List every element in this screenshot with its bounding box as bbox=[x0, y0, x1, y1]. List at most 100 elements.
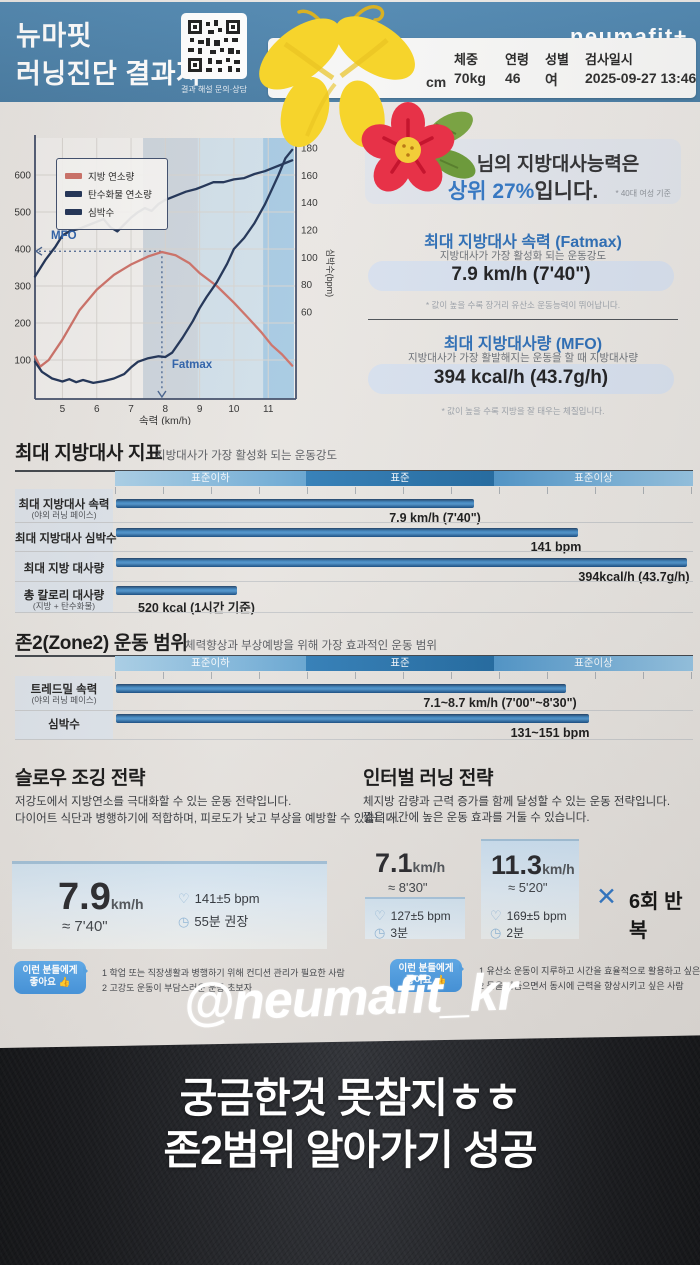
svg-text:심박수(bpm): 심박수(bpm) bbox=[325, 249, 335, 297]
mfo-title: 최대 지방대사량 (MFO) bbox=[443, 336, 603, 353]
info-label: 성별 bbox=[545, 52, 569, 67]
svg-text:500: 500 bbox=[15, 208, 31, 219]
svg-text:140: 140 bbox=[301, 198, 318, 209]
metric-bar bbox=[116, 586, 238, 595]
interval-fast-hr: ♡ 169±5 bpm bbox=[490, 908, 567, 924]
interval-slow-hr: ♡ 127±5 bpm bbox=[374, 908, 451, 924]
svg-text:300: 300 bbox=[15, 282, 31, 293]
summary-line1: 님의 지방대사능력은 bbox=[476, 154, 640, 175]
clock-icon: ◷ bbox=[490, 925, 502, 940]
info-label: 연령 bbox=[505, 52, 529, 67]
row-separator bbox=[15, 612, 693, 613]
interval-tip-1: 1 유산소 운동이 지루하고 시간을 효율적으로 활용하고 싶은 사람 bbox=[479, 966, 700, 976]
metrics-section-subtitle: 지방대사가 가장 활성화 되는 운동강도 bbox=[155, 450, 338, 462]
scale-top-line bbox=[15, 655, 693, 657]
info-value: 70kg bbox=[454, 70, 486, 86]
bubble-line2: 좋아요 👍 bbox=[29, 977, 71, 988]
legend-item-fat: 지방 연소량 bbox=[65, 169, 159, 183]
slowjog-card bbox=[12, 861, 327, 949]
metric-bar-track bbox=[116, 558, 693, 567]
metric-value: 7.9 km/h (7'40") bbox=[389, 511, 481, 525]
metrics-scale-bar: 표준이하 표준 표준이상 bbox=[115, 471, 693, 486]
svg-text:120: 120 bbox=[301, 225, 318, 236]
speed-unit: km/h bbox=[110, 896, 144, 912]
scale-top-line bbox=[15, 470, 693, 472]
scale-below-standard: 표준이하 bbox=[115, 656, 306, 671]
zone2-row-label: 트레드밀 속력 bbox=[30, 684, 98, 696]
scale-ticks bbox=[115, 672, 693, 679]
slowjog-tip-2: 2 고강도 운동이 부담스러운 운동 초보자 bbox=[102, 983, 252, 993]
zone2-value: 7.1~8.7 km/h (7'00"~8'30") bbox=[423, 696, 577, 710]
svg-text:100: 100 bbox=[301, 253, 318, 264]
interval-tip-2: 2 몸을 다듬으면서 동시에 근력을 향상시키고 싶은 사람 bbox=[479, 981, 684, 991]
svg-text:400: 400 bbox=[15, 245, 31, 256]
slowjog-duration: ◷ 55분 권장 bbox=[178, 911, 248, 930]
summary-line2-suffix: 입니다. bbox=[534, 180, 599, 203]
report-header: 뉴마핏 러닝진단 결과지 결과 해설 문의·상 bbox=[0, 2, 700, 102]
info-label: 체중 bbox=[454, 52, 478, 67]
svg-text:8: 8 bbox=[163, 404, 169, 415]
metric-bar-track bbox=[116, 586, 693, 595]
interval-slow-pace: ≈ 8'30" bbox=[388, 880, 428, 895]
zone2-row-label: 심박수 bbox=[48, 719, 80, 731]
svg-text:180: 180 bbox=[301, 143, 318, 154]
row-separator bbox=[15, 551, 693, 552]
metric-value: 141 bpm bbox=[530, 540, 582, 554]
metrics-section-title: 최대 지방대사 지표 bbox=[15, 443, 163, 464]
zone2-section-subtitle: 체력향상과 부상예방을 위해 가장 효과적인 운동 범위 bbox=[185, 640, 437, 652]
svg-text:Fatmax: Fatmax bbox=[172, 359, 213, 371]
calorie-basis: (1시간 기준) bbox=[186, 601, 255, 615]
bubble-line1: 이런 분들에게 bbox=[22, 965, 78, 976]
svg-text:9: 9 bbox=[197, 404, 203, 415]
interval-recommend-bubble: 이런 분들에게 좋아요 👍 bbox=[390, 959, 464, 992]
speed-number: 7.9 bbox=[58, 876, 111, 918]
scale-below-standard: 표준이하 bbox=[115, 471, 306, 486]
row-separator bbox=[15, 581, 693, 582]
metric-value: 394kcal/h (43.7g/h) bbox=[578, 570, 690, 584]
svg-text:11: 11 bbox=[263, 404, 274, 415]
legend-label: 탄수화물 연소량 bbox=[88, 190, 152, 201]
svg-text:200: 200 bbox=[15, 319, 31, 330]
slowjog-desc1: 저강도에서 지방연소를 극대화할 수 있는 운동 전략입니다. bbox=[15, 796, 292, 808]
info-value: 46 bbox=[505, 70, 521, 86]
carb-series-swatch bbox=[65, 191, 82, 197]
summary-divider bbox=[368, 319, 678, 320]
mfo-subtitle: 지방대사가 가장 활발해지는 운동을 할 때 지방대사량 bbox=[407, 352, 639, 364]
slowjog-recommend-bubble: 이런 분들에게 좋아요 👍 bbox=[14, 961, 88, 994]
calorie-value: 520 kcal bbox=[138, 601, 187, 615]
interval-slow-duration: ◷ 3분 bbox=[374, 924, 408, 941]
metric-row-sublabel: (지방 + 탄수화물) bbox=[32, 601, 96, 611]
svg-text:60: 60 bbox=[301, 308, 313, 319]
svg-text:속력 (km/h): 속력 (km/h) bbox=[139, 415, 191, 425]
percentile-note: * 40대 여성 기준 bbox=[615, 189, 671, 198]
heart-icon: ♡ bbox=[374, 908, 386, 923]
fat-series-swatch bbox=[65, 173, 82, 179]
height-fragment: cm bbox=[426, 74, 447, 90]
interval-fast-speed: 11.3km/h bbox=[491, 850, 575, 881]
heart-icon: ♡ bbox=[490, 908, 502, 923]
metric-row-label: 최대 지방 대사량 bbox=[23, 563, 105, 575]
slowjog-speed: 7.9km/h bbox=[58, 876, 144, 919]
svg-text:MFO: MFO bbox=[51, 230, 77, 242]
fatmax-value: 7.9 km/h (7'40") bbox=[451, 264, 591, 285]
bubble-line2: 좋아요 👍 bbox=[405, 975, 447, 986]
zone2-row-sublabel: (야외 러닝 페이스) bbox=[31, 695, 97, 705]
scale-ticks bbox=[115, 487, 693, 494]
story-caption: 궁금한것 못참지ㅎㅎ 존2범위 알아가기 성공 bbox=[0, 1072, 700, 1176]
metric-bar bbox=[116, 558, 688, 567]
slowjog-title: 슬로우 조깅 전략 bbox=[15, 768, 146, 789]
caption-line1: 궁금한것 못참지ㅎㅎ bbox=[179, 1075, 522, 1121]
interval-slow-speed: 7.1km/h bbox=[375, 848, 445, 879]
svg-text:600: 600 bbox=[15, 171, 31, 182]
metabolism-chart: 600 500 400 300 200 100 180 160 140 120 100 80 60 5 6 7… bbox=[15, 125, 345, 425]
metric-bar-track bbox=[116, 499, 693, 508]
zone2-value: 131~151 bpm bbox=[510, 726, 590, 740]
fatmax-title: 최대 지방대사 속력 (Fatmax) bbox=[424, 234, 622, 251]
svg-text:10: 10 bbox=[228, 404, 240, 415]
legend-label: 심박수 bbox=[88, 208, 115, 219]
report-title-line2: 러닝진단 결과지 bbox=[16, 59, 202, 89]
heart-icon: ♡ bbox=[178, 891, 190, 906]
qr-caption: 결과 해설 문의·상담 bbox=[181, 85, 247, 94]
row-separator bbox=[15, 522, 693, 523]
zone2-label-column bbox=[15, 676, 113, 740]
